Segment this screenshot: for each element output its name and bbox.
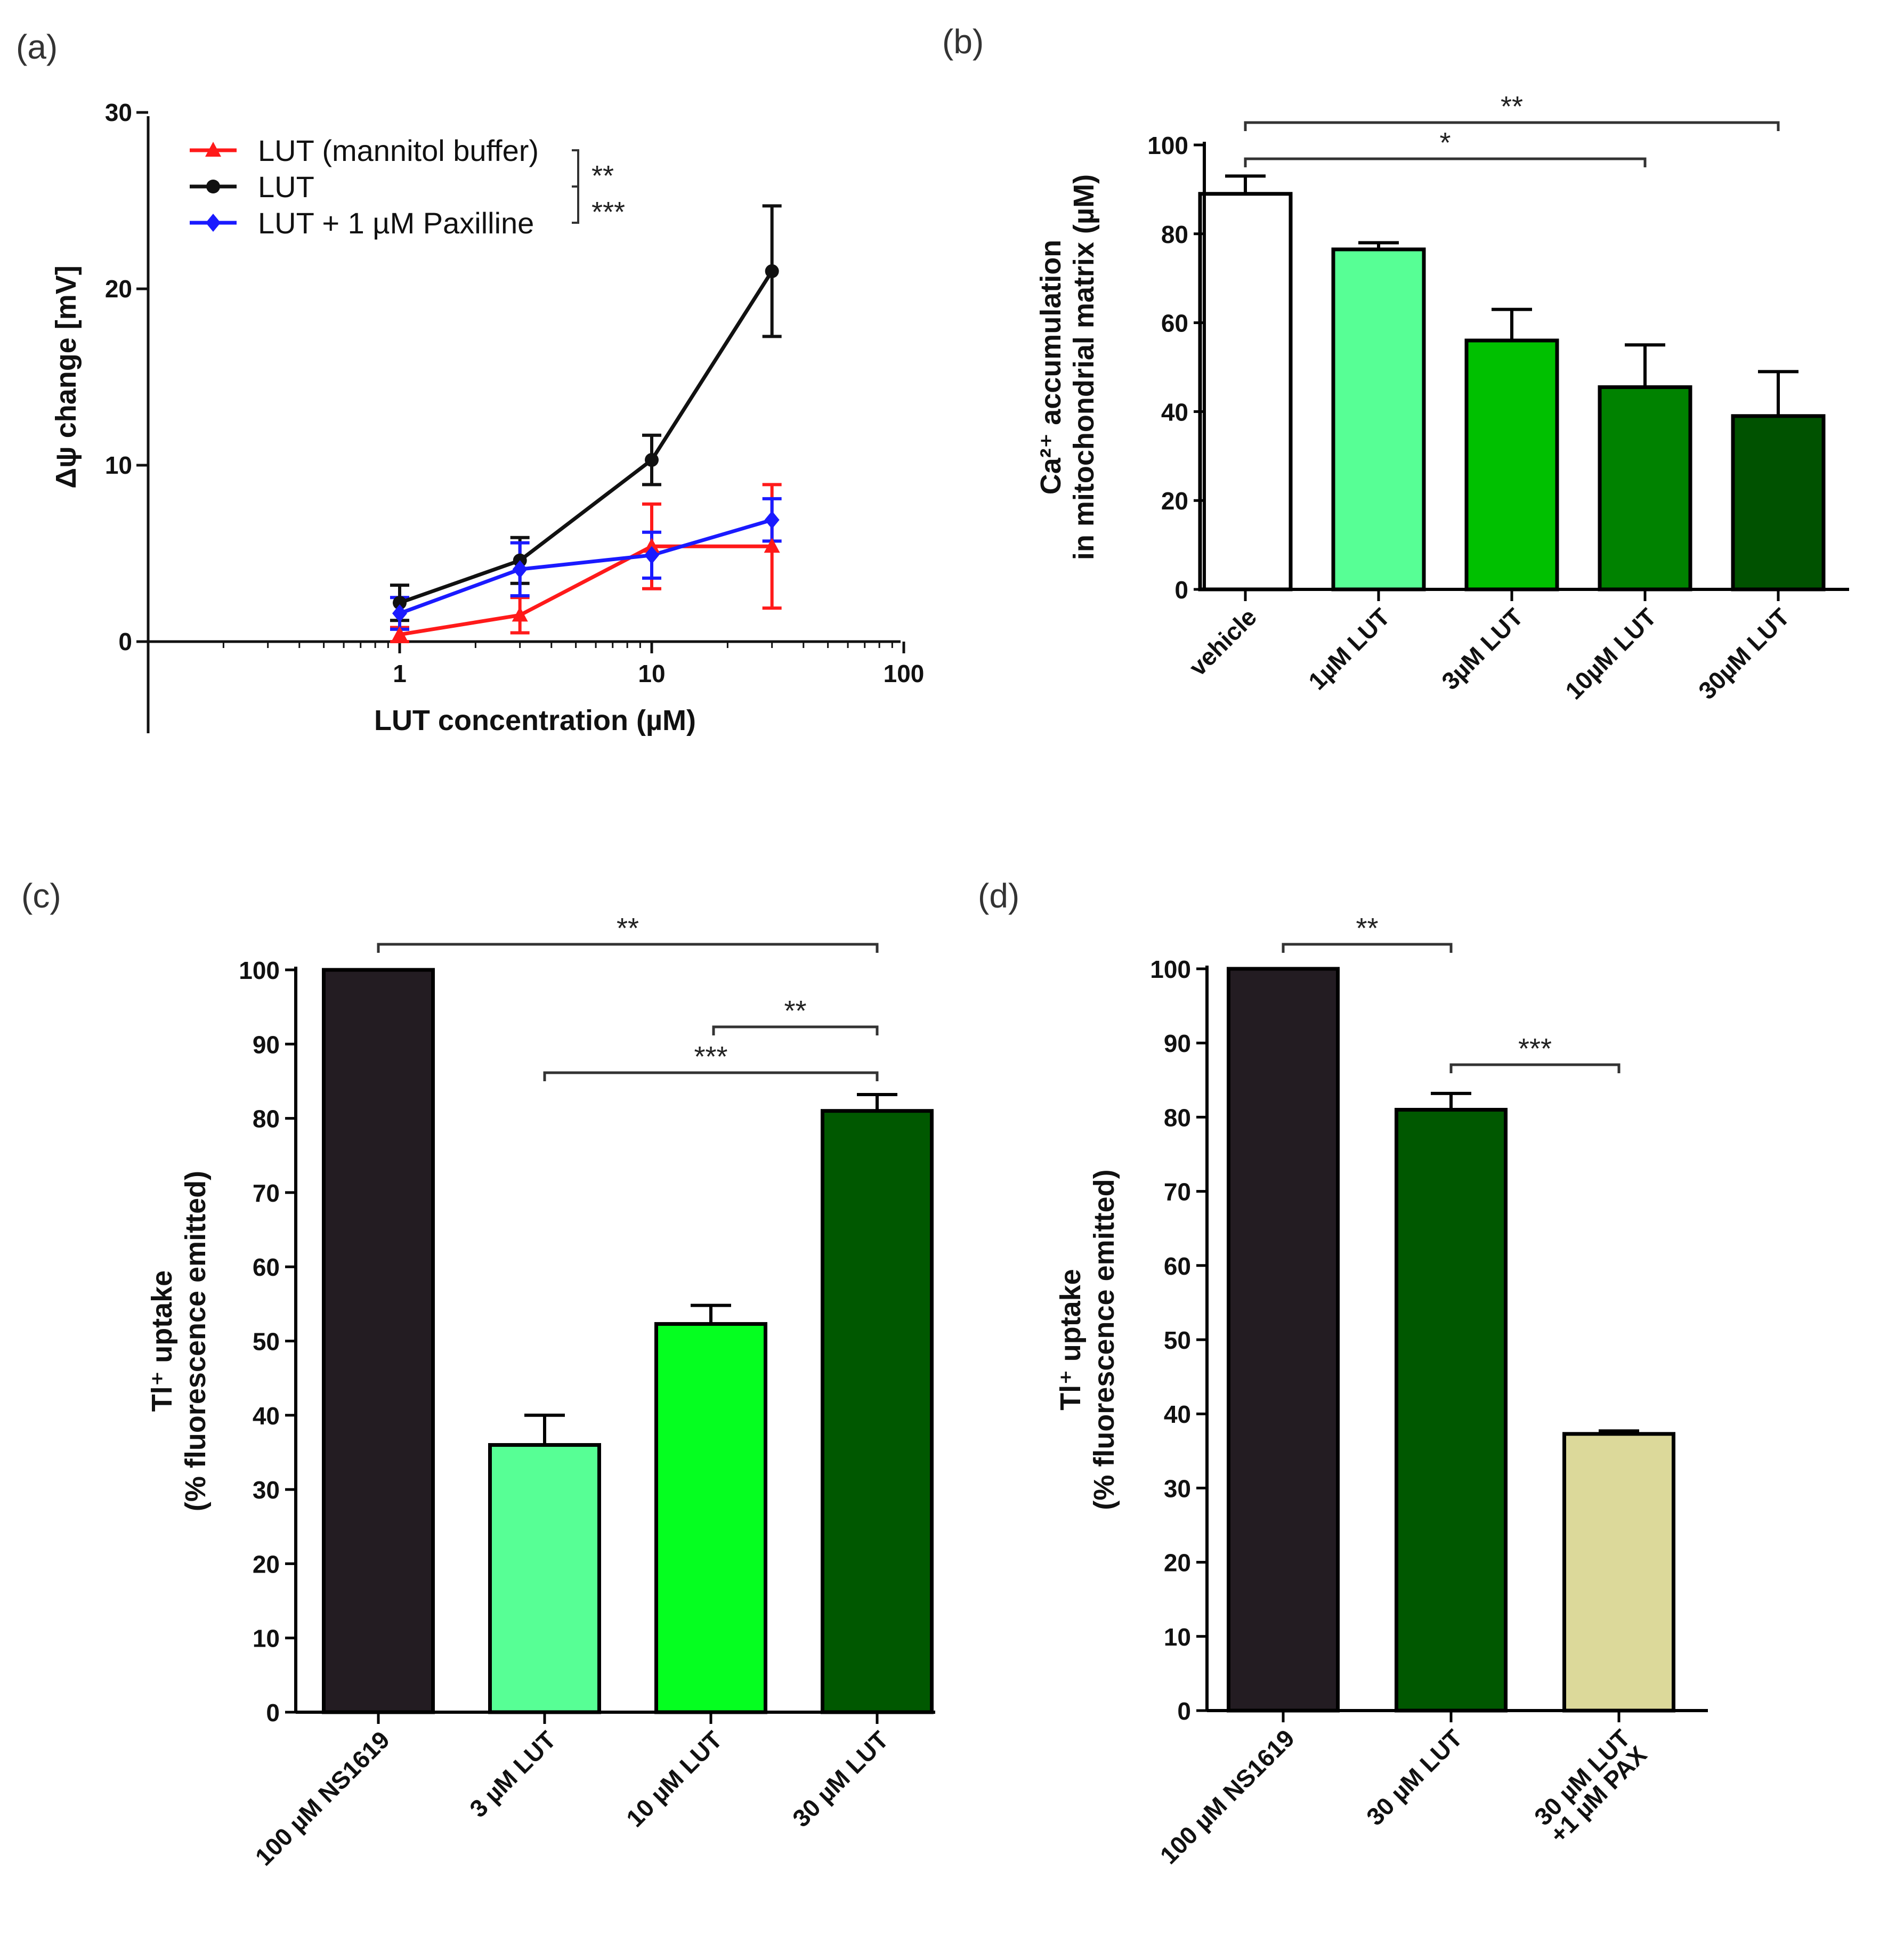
c-y-tick-label: 90 xyxy=(253,1031,280,1058)
d-y-tick-label: 0 xyxy=(1177,1697,1191,1725)
b-y-tick-label: 0 xyxy=(1174,576,1188,604)
b-y-tick-label: 40 xyxy=(1161,398,1188,426)
c-sig-bracket-0 xyxy=(377,943,879,953)
a-series1-point xyxy=(765,264,779,278)
d-y-tick-label: 100 xyxy=(1150,955,1191,983)
b-sig-label-0: ** xyxy=(1501,91,1523,123)
c-y-tick-label: 100 xyxy=(239,957,280,984)
c-bar-1 xyxy=(488,1443,601,1714)
d-sig-bracket-0 xyxy=(1282,943,1453,953)
b-bar-2 xyxy=(1464,338,1559,592)
d-y-tick-label: 50 xyxy=(1164,1326,1191,1354)
b-y-axis-title-line1: Ca²⁺ accumulation xyxy=(1035,240,1067,495)
a-x-tick-label: 100 xyxy=(884,660,925,687)
b-sig-bracket-1 xyxy=(1244,157,1647,167)
d-bar-1 xyxy=(1395,1107,1508,1713)
c-y-tick-label: 50 xyxy=(253,1328,280,1356)
d-bar-0 xyxy=(1227,967,1340,1713)
a-legend-label-1: LUT xyxy=(258,170,314,204)
panel-label-a: (a) xyxy=(16,28,58,66)
c-sig-label-2: *** xyxy=(694,1041,727,1073)
c-y-tick-label: 10 xyxy=(253,1625,280,1653)
c-y-tick-label: 30 xyxy=(253,1476,280,1504)
d-y-tick-label: 70 xyxy=(1164,1178,1191,1206)
a-series1-line xyxy=(399,270,774,605)
d-sig-label-1: *** xyxy=(1518,1033,1552,1065)
a-y-tick-label: 20 xyxy=(105,275,132,303)
c-y-tick-label: 80 xyxy=(253,1105,280,1133)
d-y-tick-label: 30 xyxy=(1164,1475,1191,1502)
d-sig-label-0: ** xyxy=(1356,912,1378,944)
b-bar-4 xyxy=(1731,414,1826,592)
d-y-tick-label: 90 xyxy=(1164,1030,1191,1057)
c-y-tick-label: 70 xyxy=(253,1179,280,1207)
a-series1-point xyxy=(393,596,407,610)
a-series2-point xyxy=(644,546,659,564)
d-y-tick-label: 10 xyxy=(1164,1623,1191,1651)
a-series0-point xyxy=(644,538,660,553)
d-bar-2 xyxy=(1562,1432,1675,1713)
d-y-tick-label: 40 xyxy=(1164,1400,1191,1428)
a-y-axis-title: Δψ change [mV] xyxy=(50,265,82,489)
b-bar-3 xyxy=(1598,385,1692,592)
c-bar-3 xyxy=(821,1109,934,1714)
a-y-tick-label: 0 xyxy=(118,628,132,655)
b-y-axis-title-line2: in mitochondrial matrix (µM) xyxy=(1068,174,1100,560)
panel-label-b: (b) xyxy=(942,22,984,61)
a-sig-bracket-1 xyxy=(572,185,579,224)
b-bar-0 xyxy=(1198,192,1293,592)
b-y-tick-label: 20 xyxy=(1161,487,1188,515)
b-y-tick-label: 80 xyxy=(1161,221,1188,248)
d-y-axis-title-line1: Tl⁺ uptake xyxy=(1055,1269,1087,1411)
c-y-axis-title-line2: (% fluorescence emitted) xyxy=(180,1171,212,1511)
c-y-tick-label: 40 xyxy=(253,1402,280,1430)
c-bar-2 xyxy=(654,1322,767,1714)
a-legend-label-2: LUT + 1 µM Paxilline xyxy=(258,206,534,240)
a-x-tick-label: 1 xyxy=(393,660,407,687)
c-bar-0 xyxy=(322,968,435,1714)
d-sig-bracket-1 xyxy=(1449,1063,1621,1073)
a-series0-point xyxy=(764,538,780,553)
a-legend-marker-0 xyxy=(205,142,221,157)
a-legend-marker-2 xyxy=(206,214,221,232)
c-y-tick-label: 20 xyxy=(253,1550,280,1578)
c-y-axis-title-line1: Tl⁺ uptake xyxy=(146,1270,178,1412)
b-y-tick-label: 60 xyxy=(1161,310,1188,337)
a-series2-line xyxy=(399,518,773,615)
a-series0-line xyxy=(399,544,772,637)
c-sig-bracket-1 xyxy=(712,1025,879,1035)
a-legend-marker-1 xyxy=(206,180,220,193)
c-y-tick-label: 0 xyxy=(266,1699,280,1727)
d-y-axis-title-line2: (% fluorescence emitted) xyxy=(1088,1169,1120,1510)
a-series2-point xyxy=(512,560,528,579)
d-y-tick-label: 60 xyxy=(1164,1252,1191,1280)
a-x-tick-label: 10 xyxy=(638,660,665,687)
a-sig-label-1: *** xyxy=(592,196,625,228)
a-series0-point xyxy=(392,626,408,641)
d-y-tick-label: 20 xyxy=(1164,1549,1191,1577)
c-sig-bracket-2 xyxy=(543,1071,879,1081)
c-y-tick-label: 60 xyxy=(253,1253,280,1281)
d-y-tick-label: 80 xyxy=(1164,1104,1191,1131)
panel-label-d: (d) xyxy=(978,877,1019,915)
a-series2-point xyxy=(764,511,780,529)
b-bar-1 xyxy=(1331,247,1426,592)
c-sig-label-0: ** xyxy=(617,912,639,944)
c-sig-label-1: ** xyxy=(784,995,806,1027)
a-y-tick-label: 10 xyxy=(105,451,132,479)
a-series2-point xyxy=(392,604,407,623)
b-y-tick-label: 100 xyxy=(1147,132,1188,159)
a-sig-label-0: ** xyxy=(592,160,614,192)
a-series1-point xyxy=(645,453,659,467)
a-series0-point xyxy=(512,606,528,622)
panel-label-c: (c) xyxy=(21,877,61,915)
a-y-tick-label: 30 xyxy=(105,99,132,126)
chart-a: 0 10 20 30 1 10 100 LUT concentration (µM) Δψ ch… xyxy=(50,99,924,736)
a-x-axis-title: LUT concentration (µM) xyxy=(374,704,696,736)
a-legend-label-0: LUT (mannitol buffer) xyxy=(258,134,539,167)
b-sig-bracket-0 xyxy=(1244,121,1780,131)
b-sig-label-1: * xyxy=(1439,127,1451,159)
